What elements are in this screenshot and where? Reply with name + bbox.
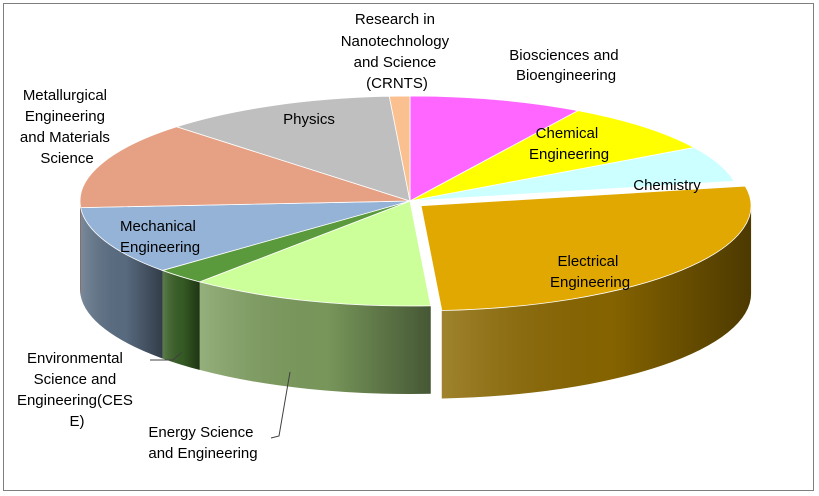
slice-biosciences-and-bioengineering [409, 95, 580, 202]
label-physics-line1: Physics [283, 111, 335, 128]
label-chemical-line2: Engineering [529, 146, 609, 163]
label-crnts-line1: Research in [355, 11, 435, 28]
label-environmental-line3: Engineering(CES [17, 392, 133, 409]
label-chemistry-line1: Chemistry [633, 177, 701, 194]
label-mechanical-line2: Engineering [120, 239, 200, 256]
slice-energy-science-and-engineering [198, 200, 432, 307]
chart-frame: Biosciences and Bioengineering Chemical … [3, 3, 814, 491]
slice-electrical-engineering [420, 185, 752, 311]
side-shade-environmental-science-and-engineering-cese [162, 270, 200, 370]
pie-slices [79, 95, 752, 311]
slice-mechanical-engineering [80, 200, 411, 271]
slice-chemistry [409, 147, 735, 202]
label-electrical-line2: Engineering [550, 274, 630, 291]
label-mechanical: Mechanical Engineering [120, 218, 200, 256]
label-chemistry: Chemistry [633, 177, 701, 194]
label-mechanical-line1: Mechanical [120, 218, 196, 235]
slice-metallurgical-engineering-and-materials-science [79, 126, 411, 208]
slice-physics [175, 95, 411, 202]
label-metallurgical: Metallurgical Engineering and Materials … [20, 87, 114, 167]
side-shade-electrical-engineering [441, 205, 752, 399]
label-crnts-line3: and Science [354, 54, 437, 71]
slice-research-in-nanotechnology-and-science-crnts [388, 95, 411, 202]
label-biosciences: Biosciences and Bioengineering [509, 47, 622, 84]
pie-side-walls [80, 201, 752, 399]
leader-lines [150, 351, 291, 439]
label-electrical: Electrical Engineering [550, 253, 630, 291]
label-environmental-line1: Environmental [27, 350, 123, 367]
slice-chemical-engineering [409, 110, 696, 202]
label-environmental-line4: E) [70, 413, 85, 430]
label-crnts: Research in Nanotechnology and Science (… [341, 11, 454, 92]
label-biosciences-line1: Biosciences and [509, 47, 618, 64]
pie-chart: Biosciences and Bioengineering Chemical … [17, 11, 752, 462]
label-chemical-line1: Chemical [536, 125, 599, 142]
leader-environmental [150, 351, 183, 361]
leader-energy [270, 371, 291, 439]
label-environmental: Environmental Science and Engineering(CE… [17, 350, 137, 430]
side-shade-metallurgical-engineering-and-materials-science [80, 201, 81, 296]
label-metallurgical-line1: Metallurgical [23, 87, 107, 104]
label-crnts-line2: Nanotechnology [341, 33, 450, 50]
side-shade-energy-science-and-engineering [199, 281, 431, 394]
label-physics: Physics [283, 111, 335, 128]
label-metallurgical-line2: Engineering [25, 108, 105, 125]
label-energy-line2: and Engineering [148, 445, 257, 462]
label-crnts-line4: (CRNTS) [366, 75, 428, 92]
label-electrical-line1: Electrical [557, 253, 618, 270]
label-energy-line1: Energy Science [148, 424, 253, 441]
label-metallurgical-line4: Science [40, 150, 93, 167]
label-metallurgical-line3: and Materials [20, 129, 110, 146]
label-energy: Energy Science and Engineering [148, 424, 257, 462]
side-shade-mechanical-engineering [80, 207, 163, 359]
label-chemical: Chemical Engineering [529, 125, 609, 163]
label-biosciences-line2: Bioengineering [516, 67, 616, 84]
label-environmental-line2: Science and [34, 371, 117, 388]
